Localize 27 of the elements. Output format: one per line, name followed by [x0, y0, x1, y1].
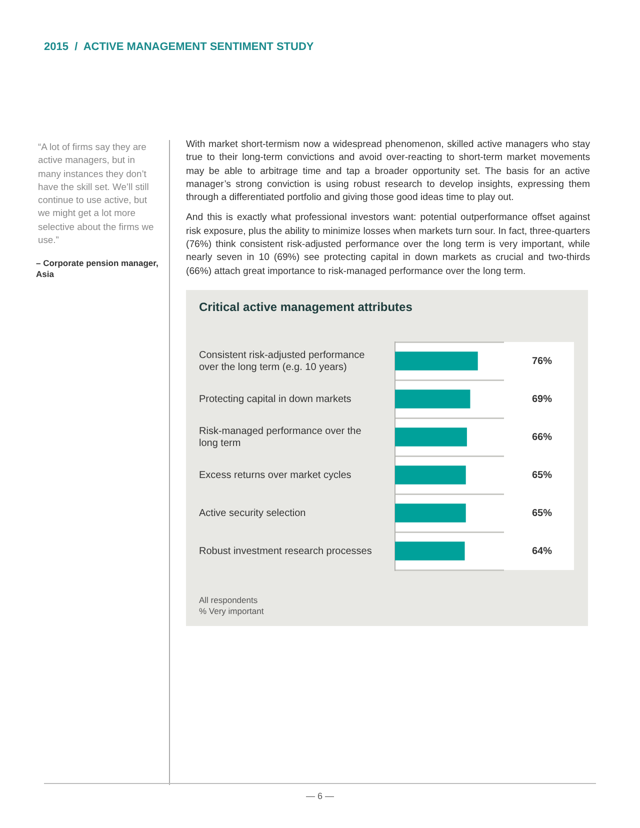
data-label: 76%	[532, 356, 552, 367]
text: — 6 —	[304, 791, 335, 801]
data-label: 66%	[532, 432, 552, 443]
y-tick-label: Risk-managed performance over the long term	[199, 426, 362, 449]
bar	[395, 390, 470, 408]
text: 2015 / ACTIVE MANAGEMENT SENTIMENT STUDY	[44, 41, 314, 53]
y-tick-label: Robust investment research processes	[199, 546, 372, 557]
text: With market short-termism now a widespread phenomenon, skilled active managers who stay true to their long-term convictions and avoid over-reacting to short-term market movements may be able to arbitrage time and tap a broader opportunity set. The basis for an active manager’s strong conviction is using robust research to develop insights, expressing them through a differentiated portfolio and giving those good ideas time to play out.	[186, 138, 590, 204]
data-label: 65%	[532, 508, 552, 519]
chart-title: Critical active management attributes	[199, 300, 412, 314]
bar	[395, 542, 465, 560]
y-tick-label: Consistent risk-adjusted performance over the long term (e.g. 10 years)	[199, 350, 366, 373]
data-label: 69%	[532, 394, 552, 405]
bar	[395, 352, 478, 370]
text: % Very important	[199, 606, 264, 617]
y-tick-label: Active security selection	[199, 508, 306, 519]
y-tick-label: Excess returns over market cycles	[199, 470, 352, 481]
text: “A lot of firms say they are active managers, but in many instances they don’t have the skill set. We’ll still continue to use active, but we might get a lot more selective about the firms we use.”	[38, 140, 155, 246]
bar	[395, 466, 466, 484]
data-label: 64%	[532, 546, 552, 557]
y-tick-label: Protecting capital in down markets	[199, 394, 352, 405]
text: And this is exactly what professional investors want: potential outperformance offset against risk exposure, plus the ability to minimize losses when markets turn sour. In fact, three-quarters (76%) think consistent risk-adjusted performance over the long term is very important, while nearly seven in 10 (69%) see protecting capital in down markets as crucial and two-thirds (66%) attach great importance to risk-managed performance over the long term.	[186, 211, 590, 278]
text: – Corporate pension manager, Asia	[36, 258, 160, 280]
text: All respondents	[199, 595, 259, 606]
bar	[395, 428, 467, 446]
bar	[395, 504, 466, 522]
data-label: 65%	[532, 470, 552, 481]
